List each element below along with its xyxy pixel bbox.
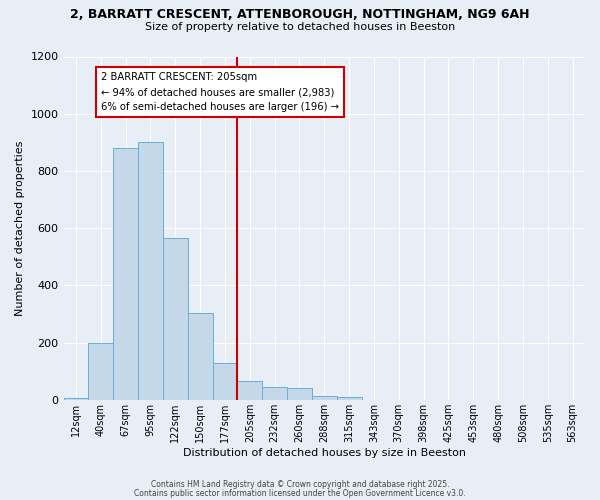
Bar (262, 387, 287, 400)
X-axis label: Distribution of detached houses by size in Beeston: Distribution of detached houses by size … (183, 448, 466, 458)
Bar (337, 397, 362, 400)
Bar (163, 238, 188, 400)
Bar (312, 396, 337, 400)
Text: 2 BARRATT CRESCENT: 205sqm
← 94% of detached houses are smaller (2,983)
6% of se: 2 BARRATT CRESCENT: 205sqm ← 94% of deta… (101, 72, 339, 112)
Bar (138, 142, 163, 400)
Text: 2, BARRATT CRESCENT, ATTENBOROUGH, NOTTINGHAM, NG9 6AH: 2, BARRATT CRESCENT, ATTENBOROUGH, NOTTI… (70, 8, 530, 20)
Bar (188, 312, 212, 400)
Bar (64, 398, 88, 400)
Bar (287, 388, 312, 400)
Text: Contains HM Land Registry data © Crown copyright and database right 2025.: Contains HM Land Registry data © Crown c… (151, 480, 449, 489)
Bar (88, 342, 113, 400)
Y-axis label: Number of detached properties: Number of detached properties (15, 140, 25, 316)
Bar (113, 148, 138, 400)
Text: Size of property relative to detached houses in Beeston: Size of property relative to detached ho… (145, 22, 455, 32)
Bar (212, 362, 238, 400)
Text: Contains public sector information licensed under the Open Government Licence v3: Contains public sector information licen… (134, 488, 466, 498)
Bar (238, 381, 262, 400)
